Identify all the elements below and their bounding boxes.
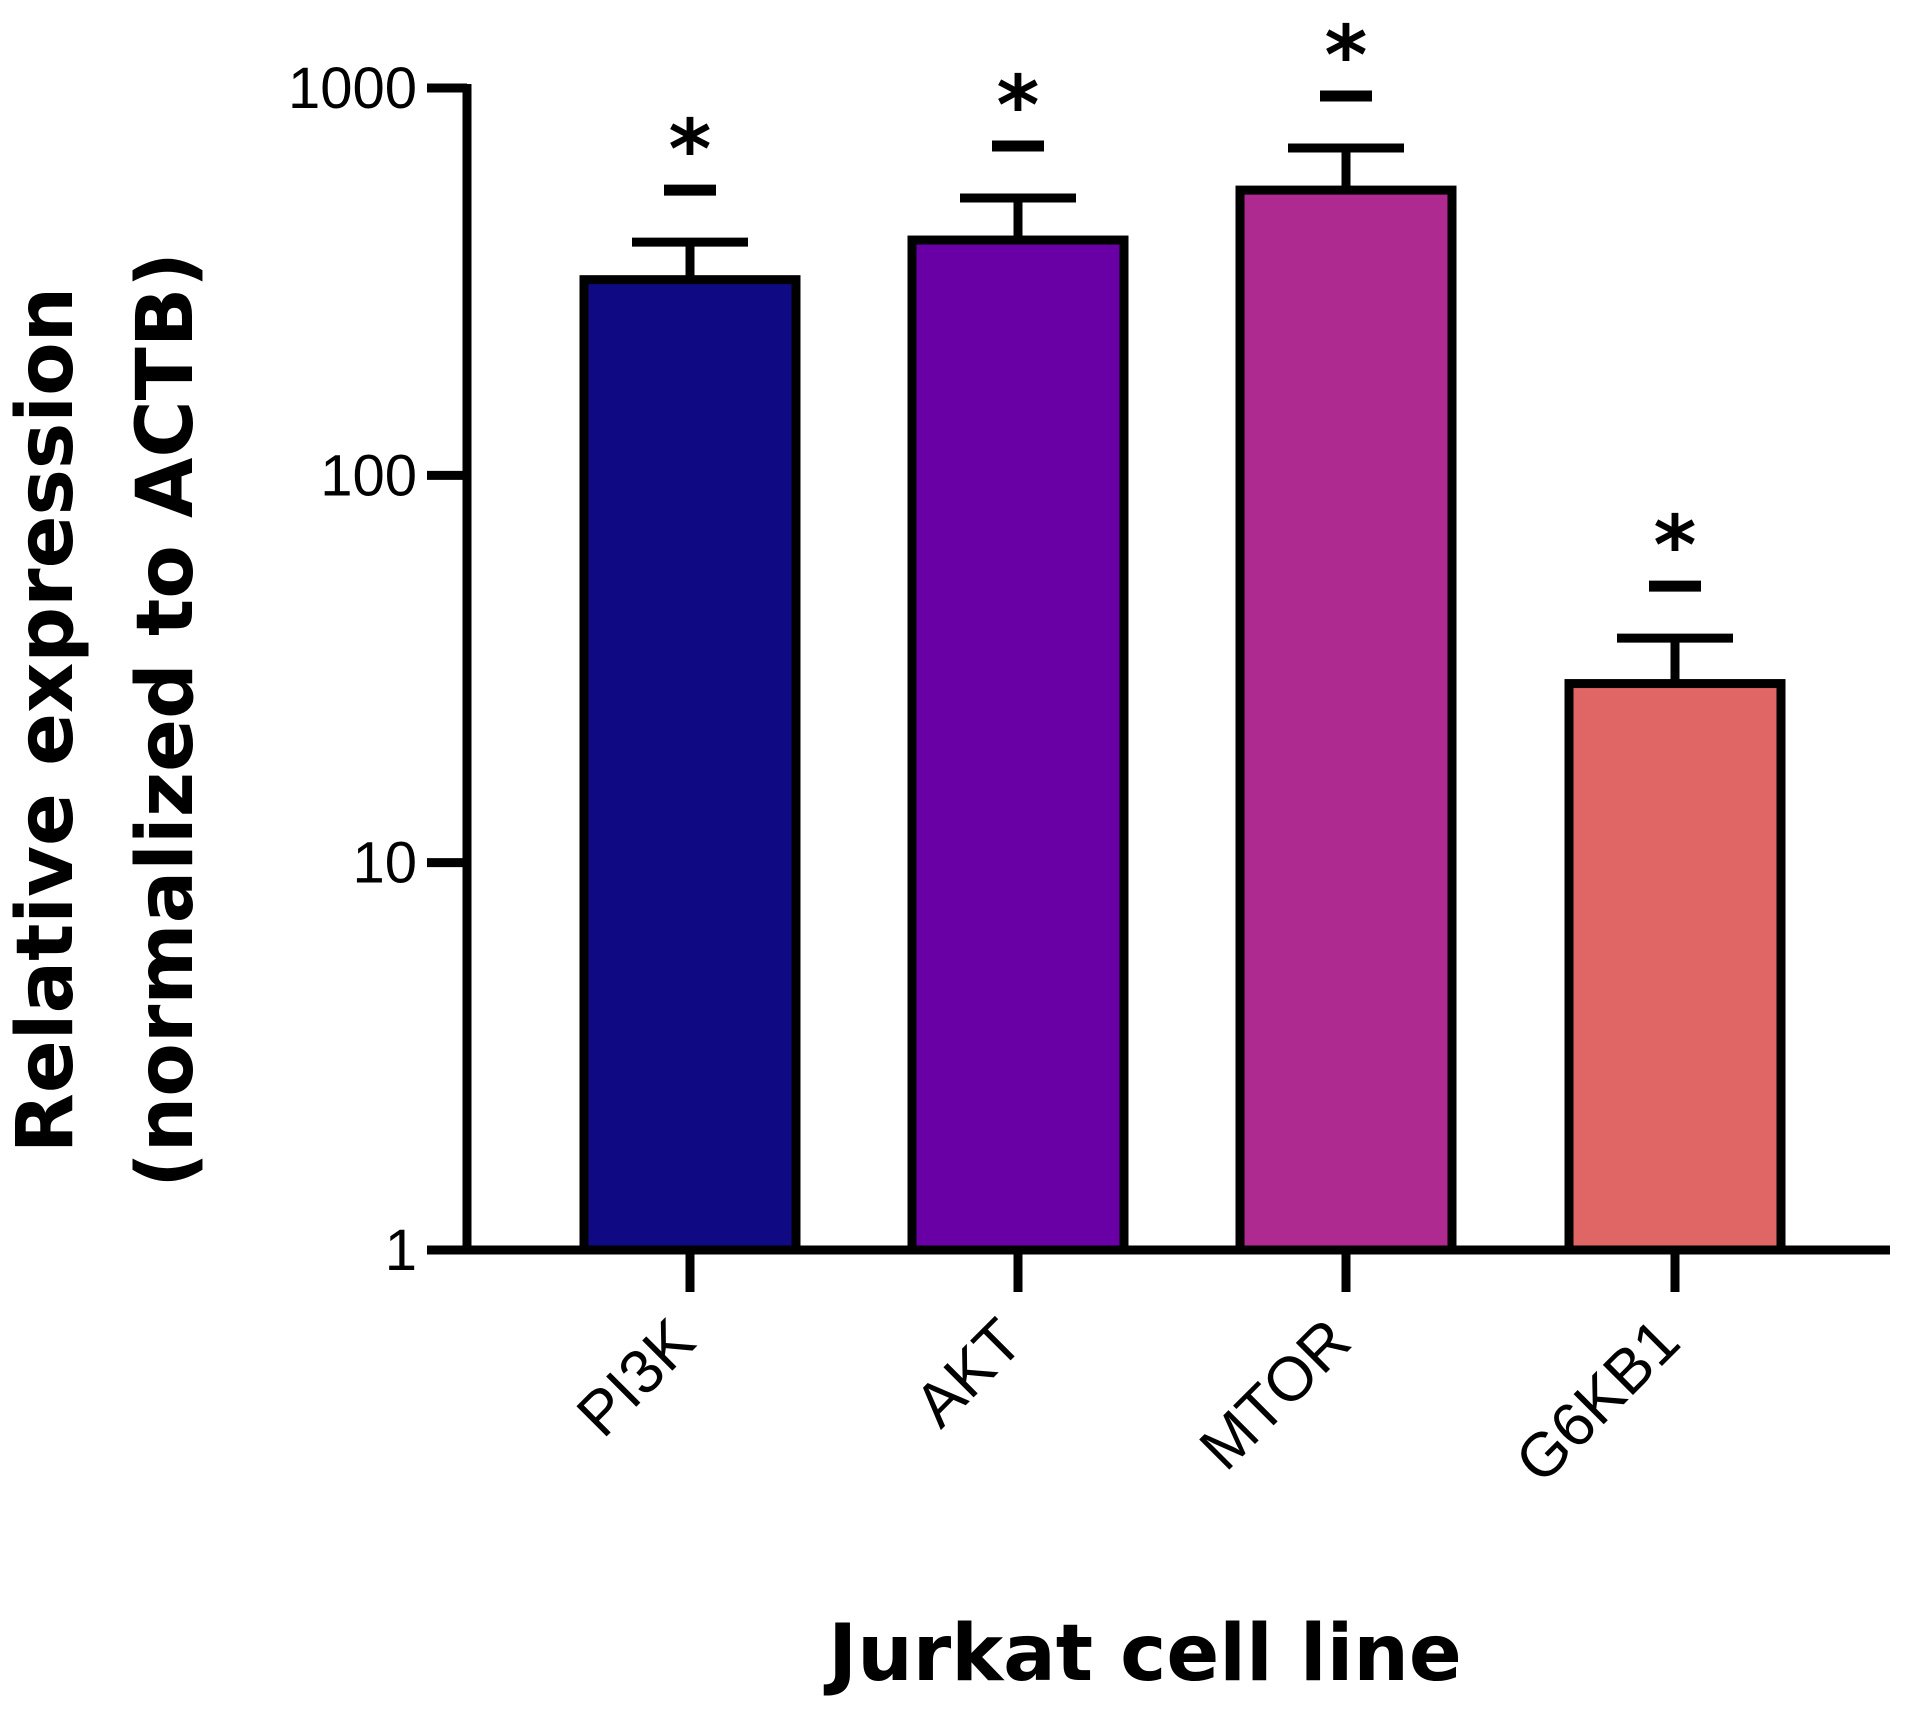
significance-asterisk: * <box>1654 499 1697 594</box>
axes-layer <box>462 84 1890 1255</box>
significance-layer: * * * * <box>664 9 1701 594</box>
bar-pi3k <box>579 275 801 1255</box>
y-axis-label: Relative expression (normalized to ACTB) <box>1 252 211 1188</box>
x-ticks-layer: PI3K AKT MTOR G6KB1 <box>564 1250 1693 1496</box>
y-axis-label-line-2: (normalized to ACTB) <box>121 252 211 1188</box>
x-tick-label-g6kb1: G6KB1 <box>1503 1306 1693 1496</box>
y-ticks-layer: 1 10 100 1000 <box>288 56 467 1283</box>
bar-mtor <box>1235 185 1457 1255</box>
x-tick-label-pi3k: PI3K <box>564 1306 708 1450</box>
bar-g6kb1 <box>1564 679 1786 1255</box>
x-tick-label-akt: AKT <box>902 1306 1036 1440</box>
error-bars-layer <box>632 143 1733 684</box>
significance-asterisk: * <box>997 59 1040 154</box>
bar-akt <box>907 235 1129 1255</box>
y-tick-label: 100 <box>320 443 417 508</box>
x-axis-label: Jurkat cell line <box>823 1609 1462 1699</box>
significance-asterisk: * <box>669 103 712 198</box>
x-tick-label-mtor: MTOR <box>1187 1306 1364 1483</box>
y-axis-label-line-1: Relative expression <box>1 287 91 1153</box>
y-tick-label: 10 <box>352 831 417 896</box>
y-tick-label: 1 <box>385 1218 417 1283</box>
y-tick-label: 1000 <box>288 56 417 121</box>
significance-asterisk: * <box>1325 9 1368 104</box>
bars-layer <box>579 185 1786 1255</box>
